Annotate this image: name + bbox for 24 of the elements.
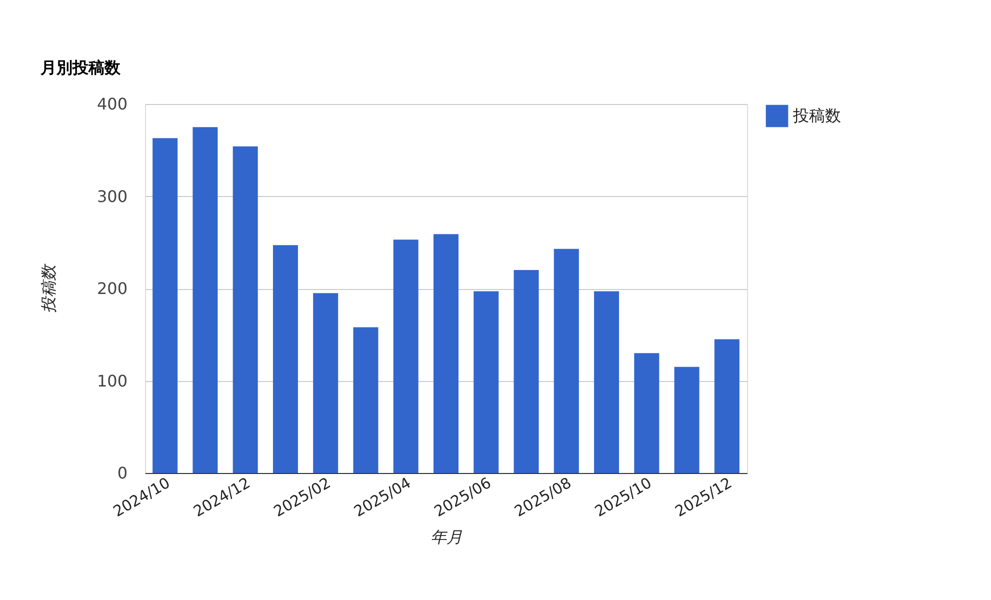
bar [232,146,258,473]
bar [313,293,338,473]
y-tick-label: 0 [117,464,128,482]
chart-title: 月別投稿数 [39,58,122,77]
bar [434,234,458,473]
bar [353,327,378,473]
y-tick-label: 400 [96,94,128,114]
legend-label: 投稿数 [792,106,841,125]
y-axis-title: 投稿数 [38,263,58,313]
y-tick-label: 300 [96,186,128,206]
bar [714,339,740,473]
bar [554,248,579,473]
bar [514,270,539,473]
bar [152,138,178,473]
bar [594,291,620,473]
x-axis-title: 年月 [430,528,462,547]
bar [393,240,418,473]
bar [192,127,218,473]
y-tick-label: 100 [96,371,128,390]
bar [674,366,700,473]
y-tick-label: 200 [96,279,128,298]
bar [272,245,298,473]
bar [634,353,660,473]
bar [474,291,499,473]
